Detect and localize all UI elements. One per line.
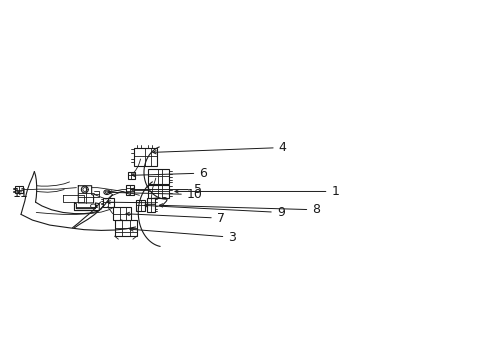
Text: 3: 3 [130,228,236,244]
Bar [148,169,169,184]
Bar [126,185,134,194]
Text: 6: 6 [132,167,207,180]
Text: 1: 1 [175,185,339,198]
Bar [112,207,131,220]
Text: 9: 9 [144,204,284,219]
Text: 8: 8 [159,203,320,216]
Text: 7: 7 [126,212,224,225]
Text: 11: 11 [13,187,29,200]
Bar [114,220,137,236]
Text: 5: 5 [131,183,202,196]
Bar [135,200,145,211]
Bar [148,185,169,198]
Bar [15,186,23,193]
Bar [128,172,135,179]
Bar [133,148,156,166]
Text: 4: 4 [152,141,286,154]
Text: 2: 2 [107,197,168,210]
Bar [147,198,155,212]
Text: 10: 10 [108,188,203,201]
Bar [103,198,114,207]
